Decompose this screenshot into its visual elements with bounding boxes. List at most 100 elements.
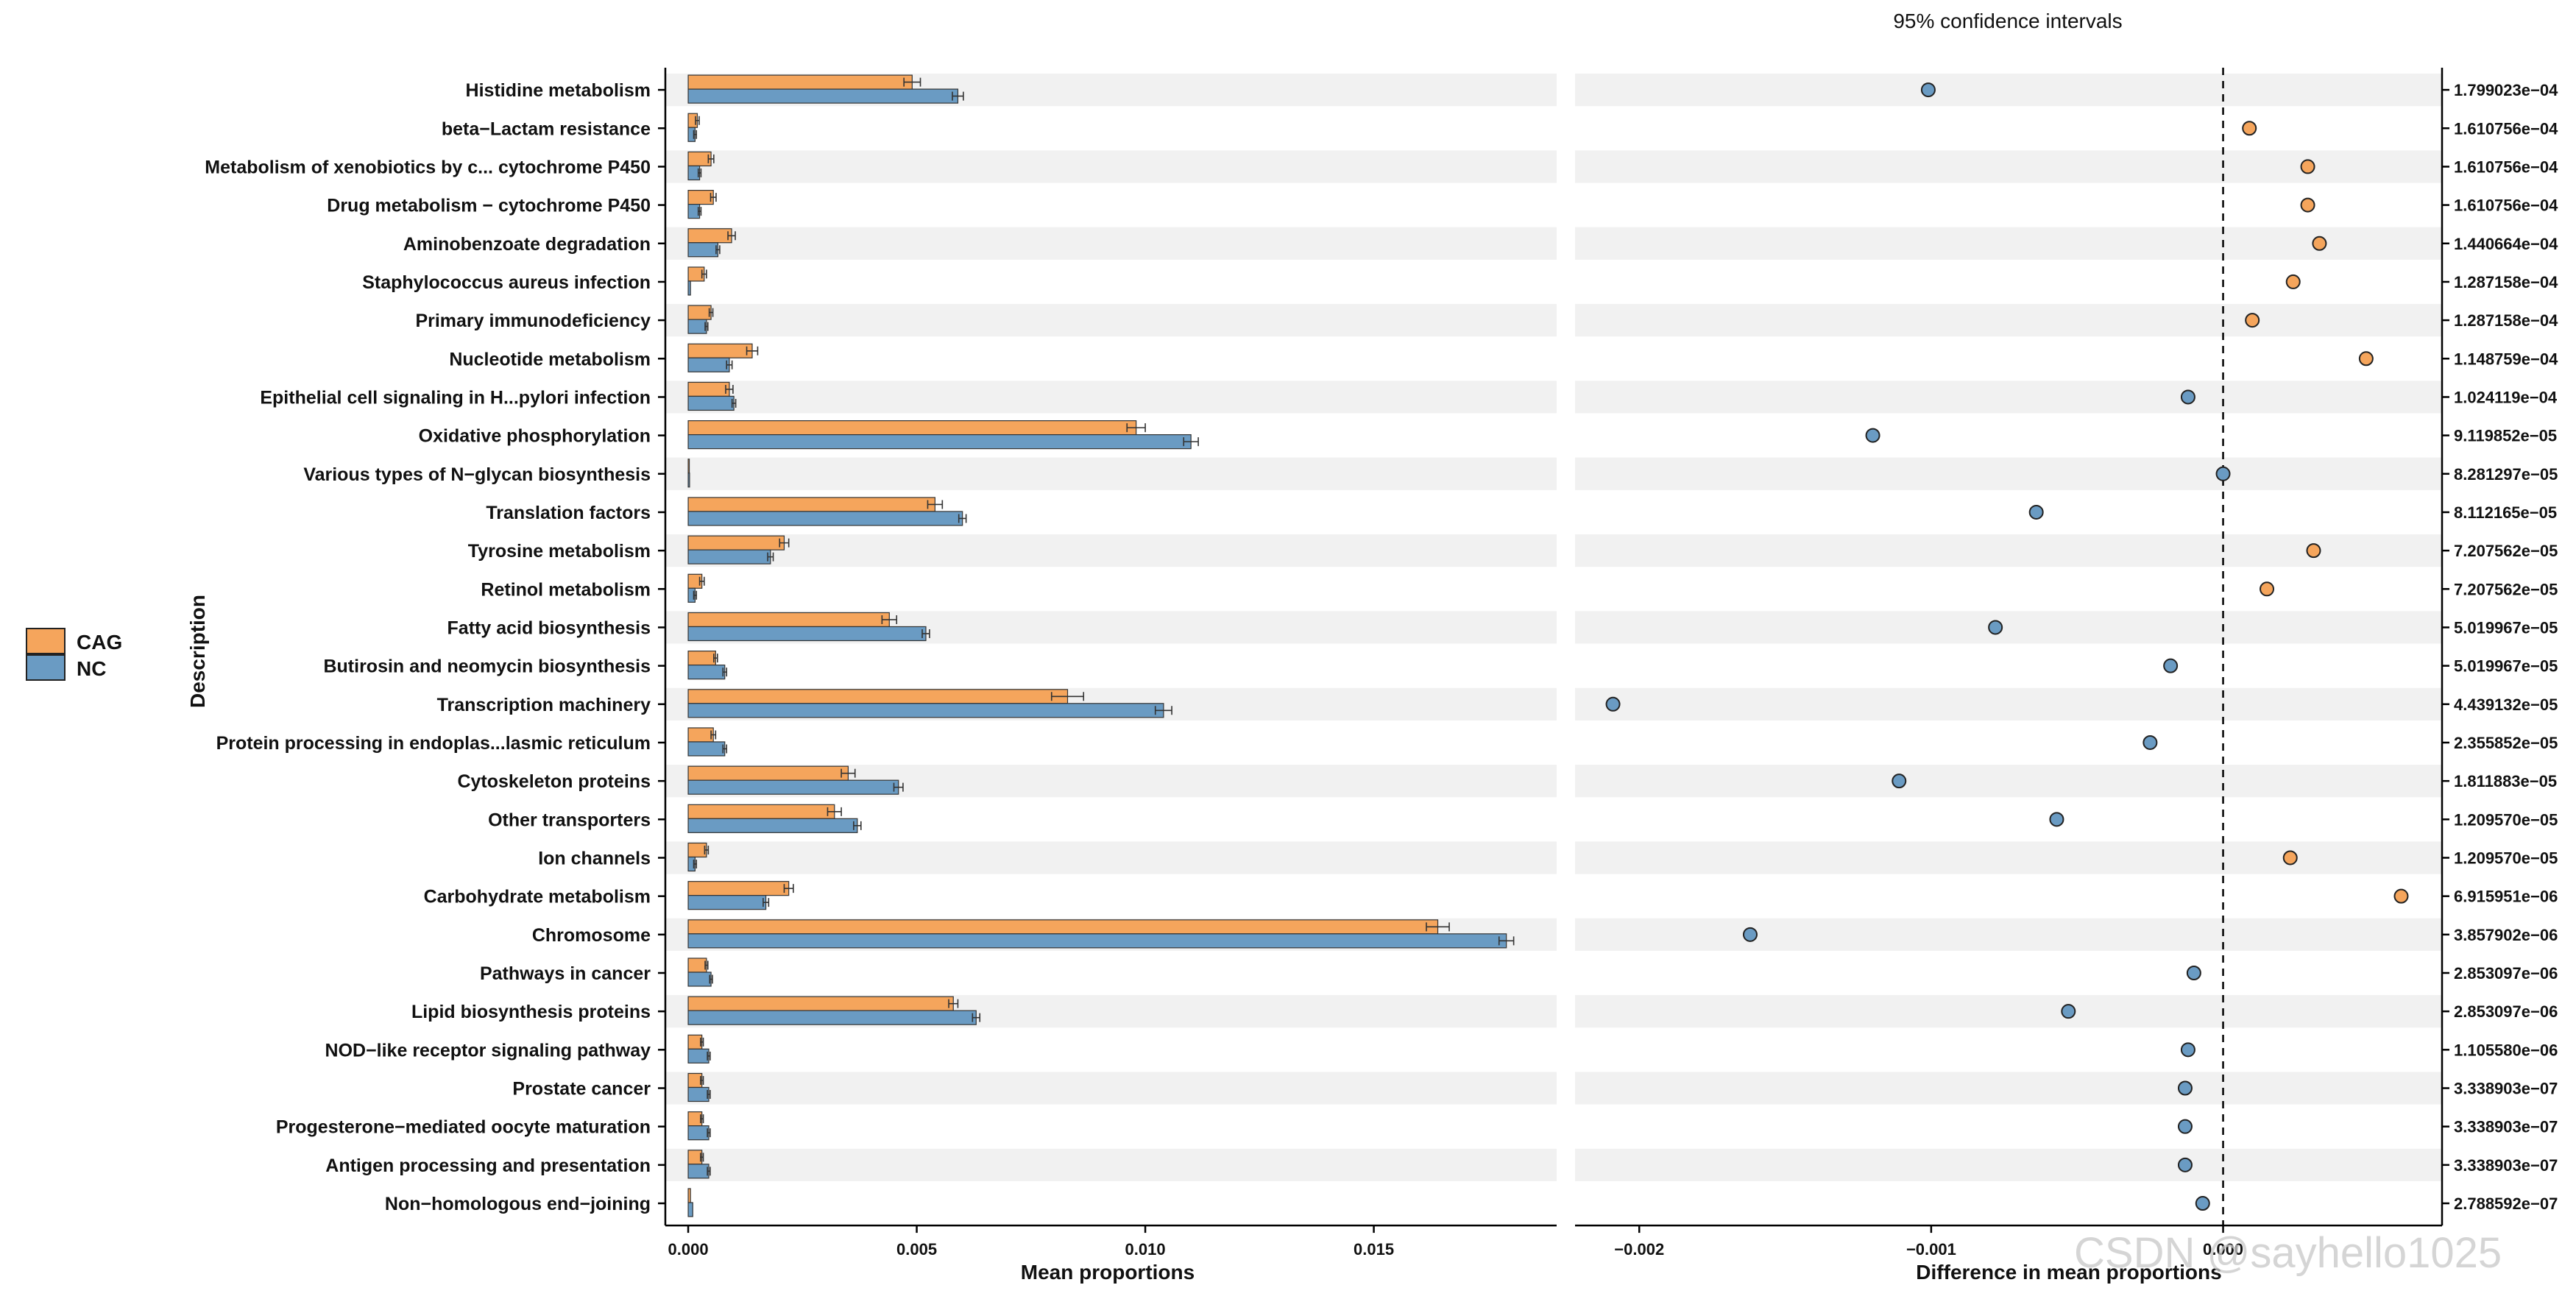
difference-point — [2282, 850, 2298, 866]
bar-nc — [687, 1125, 710, 1141]
errorbar-nc — [697, 207, 702, 216]
difference-panel: −0.002 −0.001 0.000 1.799023e−04 1.610756e−0… — [1575, 68, 2558, 1259]
bar-cag — [687, 497, 936, 512]
bar-nc — [687, 626, 927, 642]
difference-point — [1605, 696, 1621, 712]
bar-cag — [687, 343, 753, 358]
errorbar-cag — [700, 1153, 704, 1162]
category-label: Various types of N−glycan biosynthesis — [303, 464, 651, 485]
row-band-right — [1575, 227, 2442, 260]
p-value-label: 1.148759e−04 — [2454, 350, 2558, 368]
errorbar-nc — [921, 629, 930, 638]
bar-nc — [687, 472, 690, 488]
bar-nc — [687, 741, 726, 757]
errorbar-nc — [693, 859, 698, 868]
row-band-right — [1575, 1072, 2442, 1105]
errorbar-nc — [972, 1013, 981, 1022]
p-value-label: 6.915951e−06 — [2454, 888, 2558, 906]
bar-nc — [687, 88, 959, 104]
row-band-right — [1575, 1148, 2442, 1181]
left-x-tick-label: 0.000 — [668, 1240, 709, 1259]
errorbar-cag — [783, 884, 794, 893]
errorbar-nc — [707, 1090, 711, 1100]
errorbar-cag — [841, 768, 856, 778]
row-band-left — [665, 304, 1557, 337]
category-label: Oxidative phosphorylation — [419, 426, 651, 447]
errorbar-nc — [762, 898, 770, 907]
category-label: Tyrosine metabolism — [468, 541, 651, 562]
errorbar-cag — [725, 384, 734, 394]
bar-nc — [687, 1010, 977, 1025]
bar-cag — [687, 535, 785, 551]
row-band-right — [1575, 765, 2442, 798]
bar-cag — [687, 1188, 691, 1203]
p-value-label: 3.338903e−07 — [2454, 1118, 2558, 1136]
category-label: Other transporters — [488, 810, 651, 830]
left-x-tick-label: 0.015 — [1354, 1240, 1394, 1259]
difference-point — [2300, 197, 2315, 213]
errorbar-cag — [1426, 922, 1450, 932]
p-value-label: 7.207562e−05 — [2454, 542, 2558, 560]
chart-title: 95% confidence intervals — [1893, 10, 2122, 32]
bar-cag — [687, 612, 890, 628]
bar-nc — [687, 703, 1164, 718]
bar-cag — [687, 958, 707, 973]
p-value-label: 9.119852e−05 — [2454, 427, 2557, 445]
p-value-label: 1.209570e−05 — [2454, 810, 2558, 829]
errorbar-cag — [710, 193, 717, 202]
category-label: Translation factors — [486, 503, 651, 523]
row-band-right — [1575, 74, 2442, 107]
bar-nc — [687, 511, 963, 526]
bar-cag — [687, 651, 716, 666]
errorbar-nc — [693, 130, 698, 139]
difference-point — [2186, 965, 2201, 980]
bar-nc — [687, 971, 712, 987]
right-x-tick-label: 0.000 — [2203, 1240, 2243, 1259]
errorbar-cag — [827, 807, 842, 816]
row-band-left — [665, 1072, 1557, 1105]
difference-point — [1865, 428, 1880, 443]
left-x-tick-label: 0.005 — [896, 1240, 937, 1259]
errorbar-cag — [704, 960, 709, 970]
row-band-right — [1575, 534, 2442, 567]
right-x-axis-title: Difference in mean proportions — [1916, 1261, 2221, 1284]
difference-point — [2049, 812, 2064, 827]
bar-nc — [687, 665, 726, 680]
p-value-label: 7.207562e−05 — [2454, 580, 2558, 598]
p-value-label: 1.811883e−05 — [2454, 772, 2557, 790]
errorbar-nc — [952, 91, 964, 101]
p-value-label: 1.287158e−04 — [2454, 311, 2558, 330]
row-band-right — [1575, 918, 2442, 951]
row-band-left — [665, 534, 1557, 567]
errorbar-cag — [698, 576, 705, 586]
p-value-label: 1.610756e−04 — [2454, 157, 2558, 176]
errorbar-nc — [707, 1128, 711, 1138]
category-label: beta−Lactam resistance — [442, 118, 651, 139]
category-label: Prostate cancer — [512, 1079, 651, 1100]
difference-point — [2177, 1119, 2193, 1134]
p-value-label: 1.440664e−04 — [2454, 235, 2558, 253]
bar-nc — [687, 434, 1192, 450]
bar-nc — [687, 549, 771, 564]
bar-cag — [687, 151, 712, 167]
right-x-tick-label: −0.001 — [1906, 1240, 1956, 1259]
bar-cag — [687, 996, 954, 1011]
row-band-right — [1575, 304, 2442, 337]
difference-point — [1988, 620, 2003, 635]
category-label: Antigen processing and presentation — [325, 1155, 651, 1176]
bar-nc — [687, 933, 1507, 949]
errorbar-nc — [704, 322, 709, 331]
errorbar-nc — [715, 245, 721, 255]
row-band-right — [1575, 611, 2442, 644]
errorbar-nc — [1498, 936, 1515, 946]
bar-cag — [687, 1034, 703, 1050]
category-label: Cytoskeleton proteins — [457, 771, 651, 792]
errorbar-cag — [708, 308, 714, 317]
y-axis-title: Description — [186, 595, 209, 708]
errorbar-cag — [927, 500, 944, 509]
bar-nc — [687, 280, 691, 296]
category-label: Butirosin and neomycin biosynthesis — [323, 656, 651, 677]
bar-nc — [687, 1086, 710, 1102]
bar-cag — [687, 74, 913, 90]
p-value-label: 1.024119e−04 — [2454, 388, 2558, 406]
